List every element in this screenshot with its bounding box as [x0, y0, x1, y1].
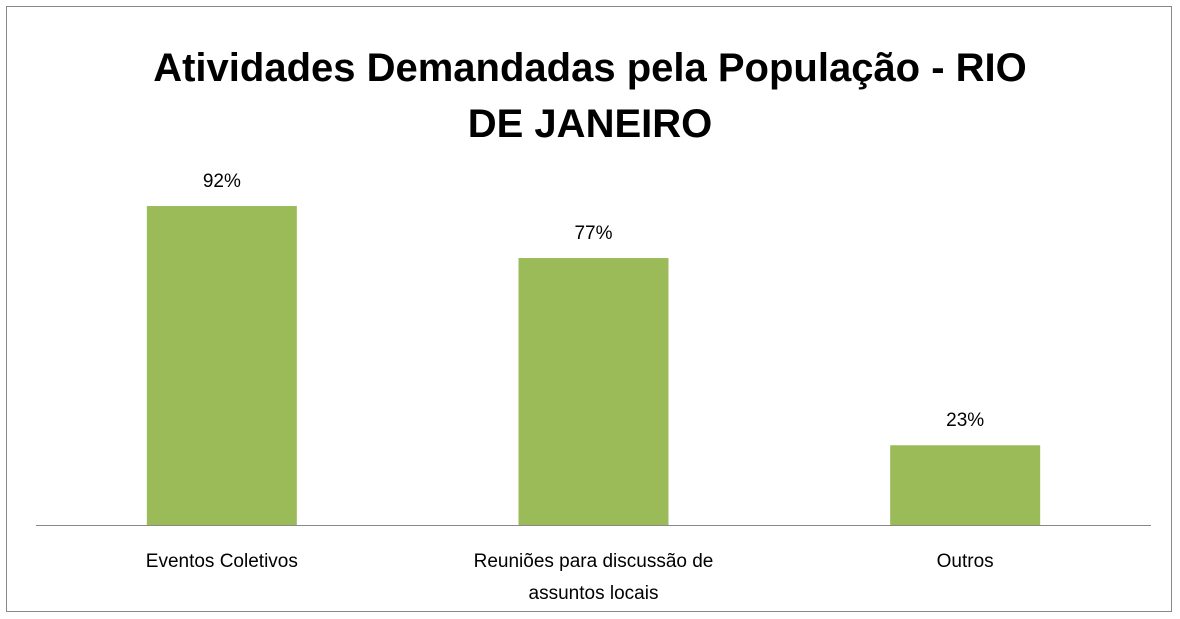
bar	[890, 445, 1041, 525]
x-tick-label: Eventos Coletivos	[145, 551, 298, 572]
data-label: 92%	[202, 171, 241, 193]
data-label: 23%	[946, 410, 985, 432]
chart-title: Atividades Demandadas pela População - R…	[153, 46, 1027, 146]
bar	[146, 206, 297, 525]
bar	[518, 258, 669, 525]
data-label: 77%	[574, 223, 613, 245]
chart-frame	[6, 6, 1172, 612]
x-tick-label: Outros	[936, 551, 994, 572]
x-tick-label: Reuniões para discussão de assuntos loca…	[473, 551, 714, 604]
